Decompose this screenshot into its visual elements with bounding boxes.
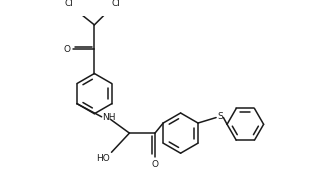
Text: O: O: [64, 45, 71, 54]
Text: S: S: [217, 112, 223, 121]
Text: NH: NH: [103, 113, 116, 122]
Text: Cl: Cl: [64, 0, 73, 8]
Text: HO: HO: [96, 154, 110, 163]
Text: Cl: Cl: [111, 0, 121, 8]
Text: O: O: [152, 160, 158, 169]
